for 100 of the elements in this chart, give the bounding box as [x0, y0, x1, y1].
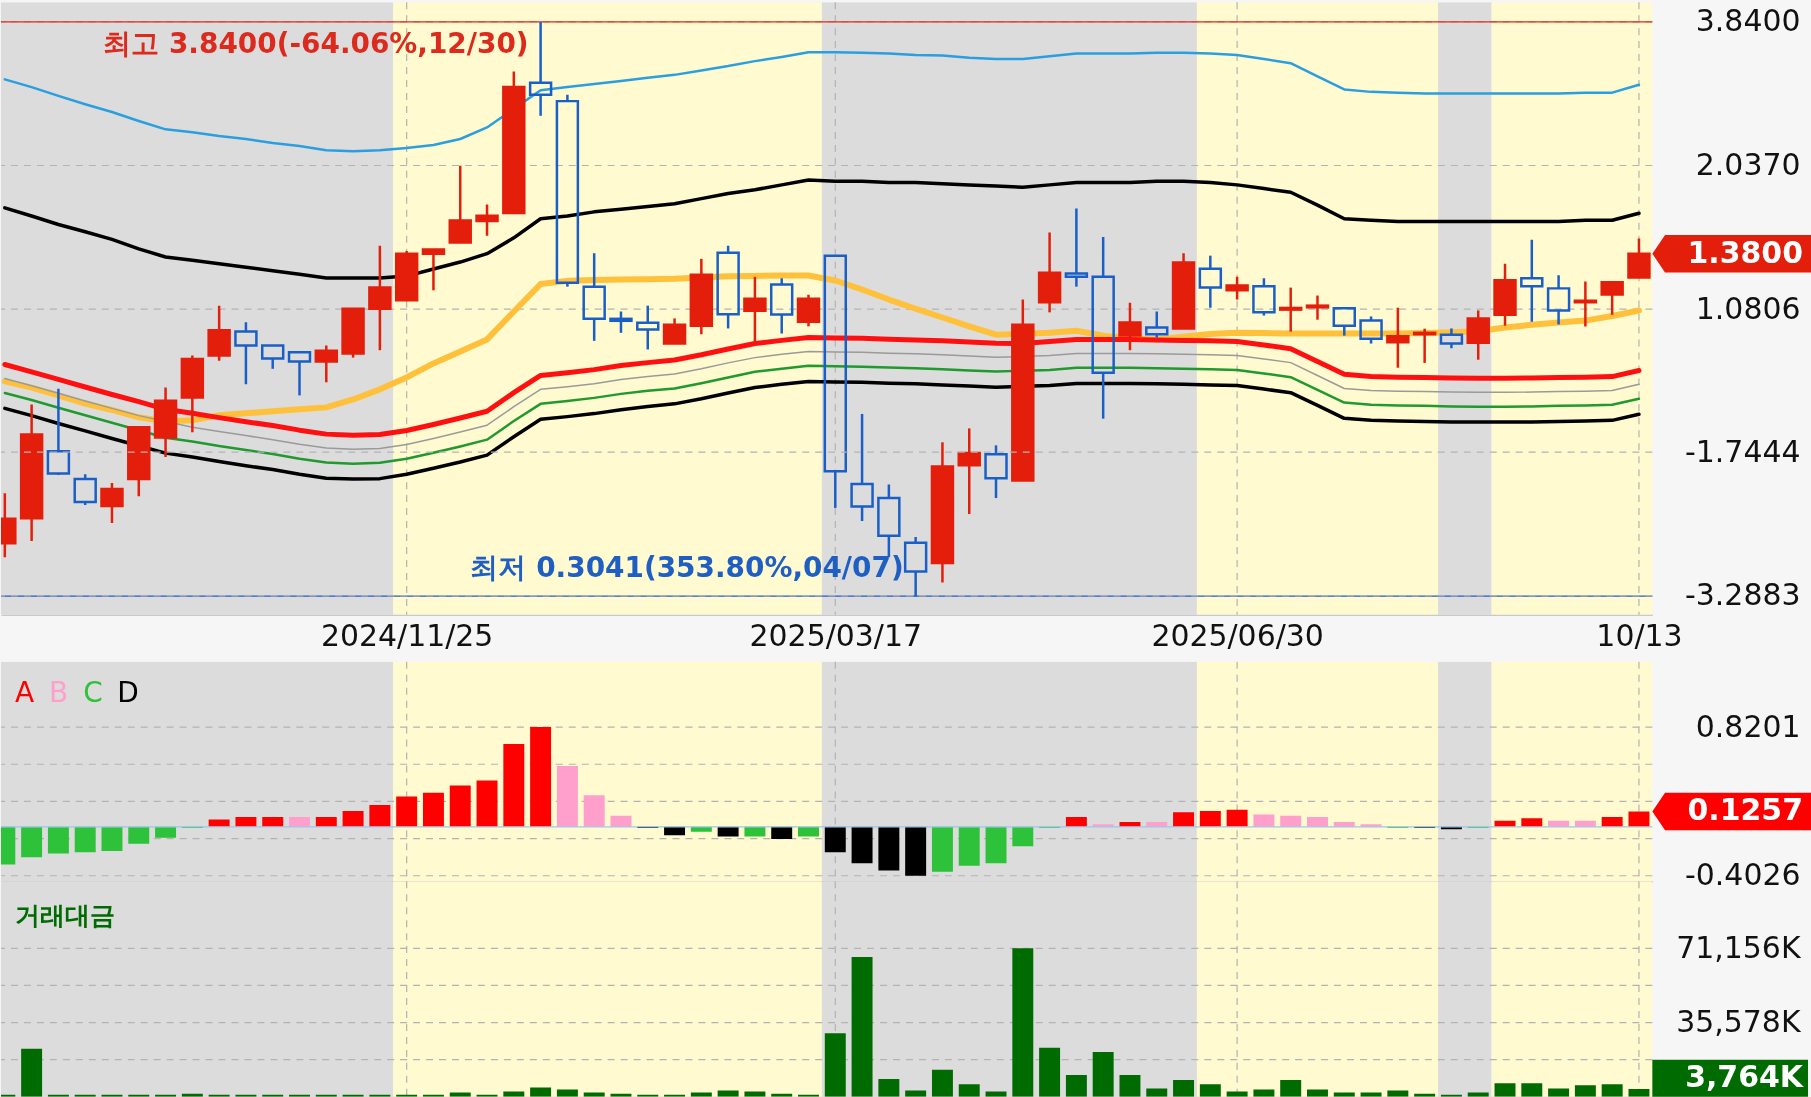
candlestick [769, 277, 794, 335]
bar [342, 810, 364, 827]
bar [1039, 1047, 1061, 1097]
x-tick-label: 2025/06/30 [1151, 618, 1324, 654]
bar [369, 804, 391, 827]
bar [1065, 1074, 1087, 1097]
bar [1601, 1084, 1623, 1097]
bar [422, 792, 444, 827]
candlestick [1573, 280, 1598, 328]
bar [1012, 826, 1034, 847]
candlestick [1198, 254, 1223, 309]
text: D [117, 675, 139, 709]
candlestick [662, 317, 687, 345]
line-series [3, 379, 1641, 481]
candlestick [314, 344, 339, 384]
text: 0.1257 [1687, 792, 1804, 828]
bar [155, 826, 177, 838]
bar [905, 826, 927, 876]
candlestick [582, 251, 606, 343]
candlestick [1600, 281, 1624, 316]
bar [449, 785, 471, 827]
candlestick [448, 164, 472, 244]
text: B [49, 675, 69, 709]
candlestick [368, 244, 392, 352]
line-series [4, 350, 1640, 450]
bar [824, 826, 846, 853]
candlestick [1011, 298, 1035, 482]
bar [1012, 948, 1034, 1097]
bar [1199, 810, 1221, 827]
bar [530, 1087, 552, 1097]
bar [556, 765, 578, 827]
y-tick-label: 35,578K [1676, 1004, 1802, 1040]
bar [1173, 1080, 1195, 1097]
bar [1226, 809, 1248, 827]
bar [476, 780, 498, 827]
x-tick-label: 2024/11/25 [320, 618, 494, 654]
candlestick [1386, 306, 1410, 369]
bar [878, 826, 900, 871]
y-tick-label: 3.8400 [1695, 3, 1801, 39]
bar [583, 795, 605, 827]
bar [1307, 1089, 1328, 1097]
y2-tick-label: -1.7444 [1685, 433, 1801, 469]
bar [1173, 812, 1195, 827]
line-series [3, 178, 1641, 280]
bar [556, 1089, 578, 1097]
bar [717, 826, 739, 837]
bar [878, 1079, 900, 1097]
candlestick [1064, 207, 1089, 288]
bar [1119, 1074, 1141, 1097]
bar [21, 826, 43, 858]
bar [128, 826, 150, 844]
candlestick [689, 257, 714, 336]
bar [289, 817, 310, 827]
x-tick-label: 10/13 [1596, 618, 1683, 654]
text: 1.3800 [1687, 234, 1804, 270]
text: 3,764K [1685, 1059, 1805, 1095]
y-tick-label: 0.8201 [1695, 708, 1801, 744]
bar [958, 826, 980, 866]
bar [798, 826, 819, 837]
bar [851, 826, 873, 864]
candlestick [1332, 307, 1356, 337]
y-tick-label: -0.4026 [1685, 857, 1801, 893]
bar [1494, 1083, 1516, 1097]
bar [1146, 1088, 1168, 1097]
bar [503, 744, 525, 827]
bar [1307, 817, 1328, 827]
bar [21, 1048, 43, 1097]
candlestick [421, 248, 446, 292]
candlestick [743, 275, 767, 346]
bar [958, 1084, 980, 1097]
candlestick [153, 386, 178, 459]
candlestick [19, 403, 44, 543]
line-series [2, 335, 1642, 438]
bar [1280, 815, 1302, 827]
candlestick [555, 93, 580, 288]
x-tick-label: 2025/03/17 [749, 618, 923, 654]
bar [851, 957, 873, 1097]
y-tick-label: 1.0806 [1695, 290, 1801, 326]
candlestick [287, 350, 312, 397]
bar [1548, 1088, 1570, 1097]
ref-line-label: 최고 3.8400(-64.06%,12/30) [103, 26, 529, 60]
candlestick [930, 441, 955, 584]
bar [771, 826, 793, 839]
bar [1628, 811, 1650, 827]
bar [74, 826, 96, 853]
bar [1092, 1051, 1114, 1097]
bar [690, 826, 712, 832]
bar [1574, 1085, 1596, 1097]
candlestick [1520, 238, 1544, 323]
bar [1253, 1089, 1275, 1097]
candlestick [260, 344, 285, 371]
candlestick [1278, 286, 1303, 333]
candlestick [1305, 294, 1330, 321]
bar [101, 826, 123, 852]
text: C [83, 675, 103, 709]
candlestick [528, 20, 553, 118]
y2-tick-label: -3.2883 [1685, 577, 1801, 613]
bar [931, 1069, 953, 1097]
bar [1521, 1083, 1543, 1097]
candlestick [1171, 251, 1196, 330]
